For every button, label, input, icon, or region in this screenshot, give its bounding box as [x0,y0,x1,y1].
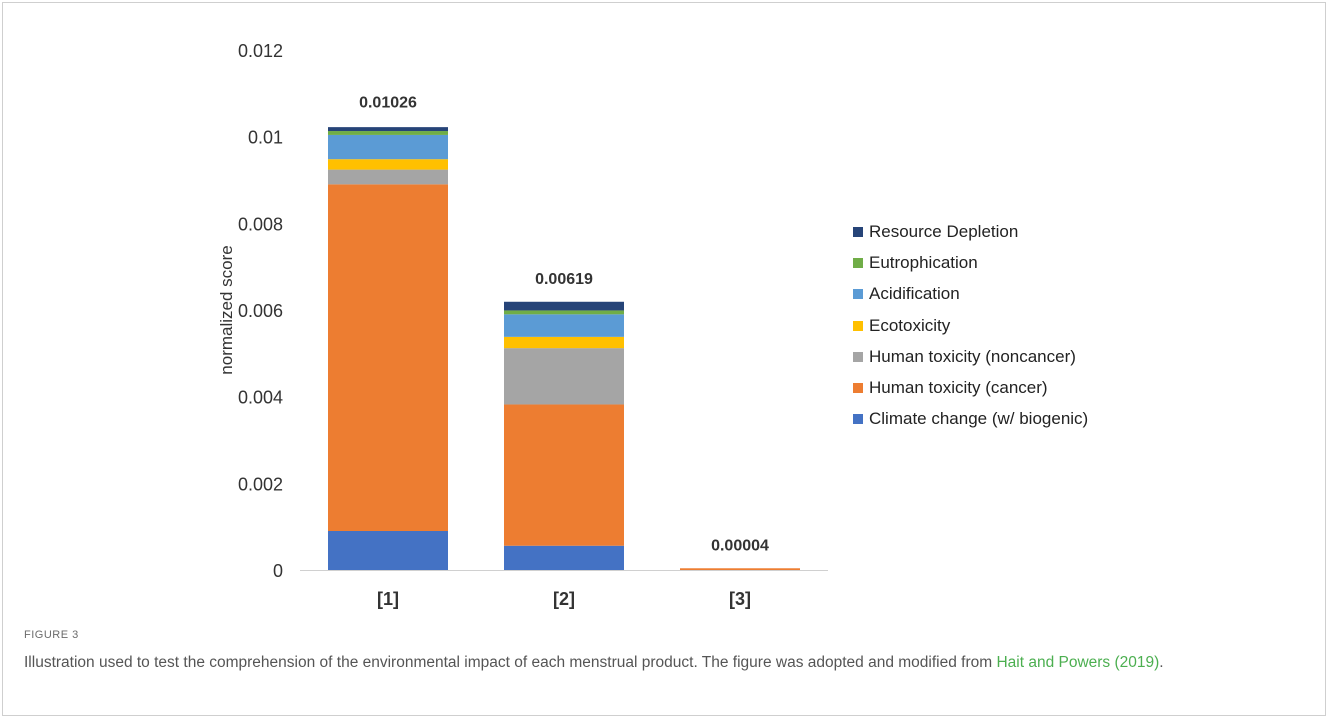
bar-segment [504,310,624,315]
legend-swatch [853,289,863,300]
bar-segment [328,134,448,160]
legend-swatch [853,226,863,237]
bar-segment [328,159,448,170]
legend: Resource Depletion Eutrophication Acidific… [853,216,1088,435]
bars [328,127,800,570]
bar-segment [328,127,448,132]
y-tick-label: 0.004 [238,388,283,408]
y-tick-label: 0.012 [238,41,283,61]
legend-label: Resource Depletion [869,221,1019,241]
y-axis-label: normalized score [217,245,236,374]
total-labels: 0.01026 0.00619 0.00004 [359,94,769,554]
x-tick-label: [1] [377,589,399,609]
bar-segment [328,131,448,135]
y-tick-label: 0.006 [238,301,283,321]
bar-segment [504,545,624,570]
caption-end: . [1159,654,1164,671]
total-value-label: 0.00619 [535,271,593,288]
bar-segment [328,169,448,185]
y-tick-label: 0.008 [238,214,283,234]
legend-swatch [853,414,863,425]
bar-segment [680,568,800,570]
figure-label: FIGURE 3 [24,629,79,641]
caption-text: Illustration used to test the comprehens… [24,654,997,671]
bar-segment [504,404,624,546]
bar-segment [504,301,624,311]
bar-segment [504,348,624,405]
legend-swatch [853,351,863,362]
legend-swatch [853,257,863,268]
x-tick-label: [3] [729,589,751,609]
total-value-label: 0.01026 [359,94,417,111]
figure-caption: Illustration used to test the comprehens… [24,652,1284,674]
legend-label: Climate change (w/ biogenic) [869,409,1089,429]
legend-swatch [853,383,863,394]
total-value-label: 0.00004 [711,537,769,554]
y-tick-label: 0.01 [248,128,283,148]
bar-segment [328,531,448,570]
legend-item: Climate change (w/ biogenic) [853,404,1088,435]
legend-swatch [853,320,863,331]
legend-label: Eutrophication [869,252,978,272]
legend-item: Eutrophication [853,247,1088,278]
y-tick-label: 0.002 [238,474,283,494]
y-tick-label: 0 [273,561,283,581]
x-axis-labels: [1] [2] [3] [377,589,751,609]
legend-item: Human toxicity (noncancer) [853,341,1088,372]
legend-item: Resource Depletion [853,216,1088,247]
legend-label: Ecotoxicity [869,315,951,335]
legend-label: Human toxicity (cancer) [869,378,1048,398]
y-axis-ticks: 0 0.002 0.004 0.006 0.008 0.01 0.012 [238,41,283,581]
bar-segment [504,336,624,349]
caption-reference-link[interactable]: Hait and Powers (2019) [996,654,1160,671]
legend-label: Human toxicity (noncancer) [869,346,1076,366]
bar-segment [328,184,448,532]
bar-segment [504,314,624,337]
x-tick-label: [2] [553,589,575,609]
legend-item: Acidification [853,279,1088,310]
legend-item: Ecotoxicity [853,310,1088,341]
stacked-bar-chart: 0 0.002 0.004 0.006 0.008 0.01 0.012 normalize… [217,41,828,609]
legend-label: Acidification [869,284,960,304]
legend-item: Human toxicity (cancer) [853,372,1088,403]
